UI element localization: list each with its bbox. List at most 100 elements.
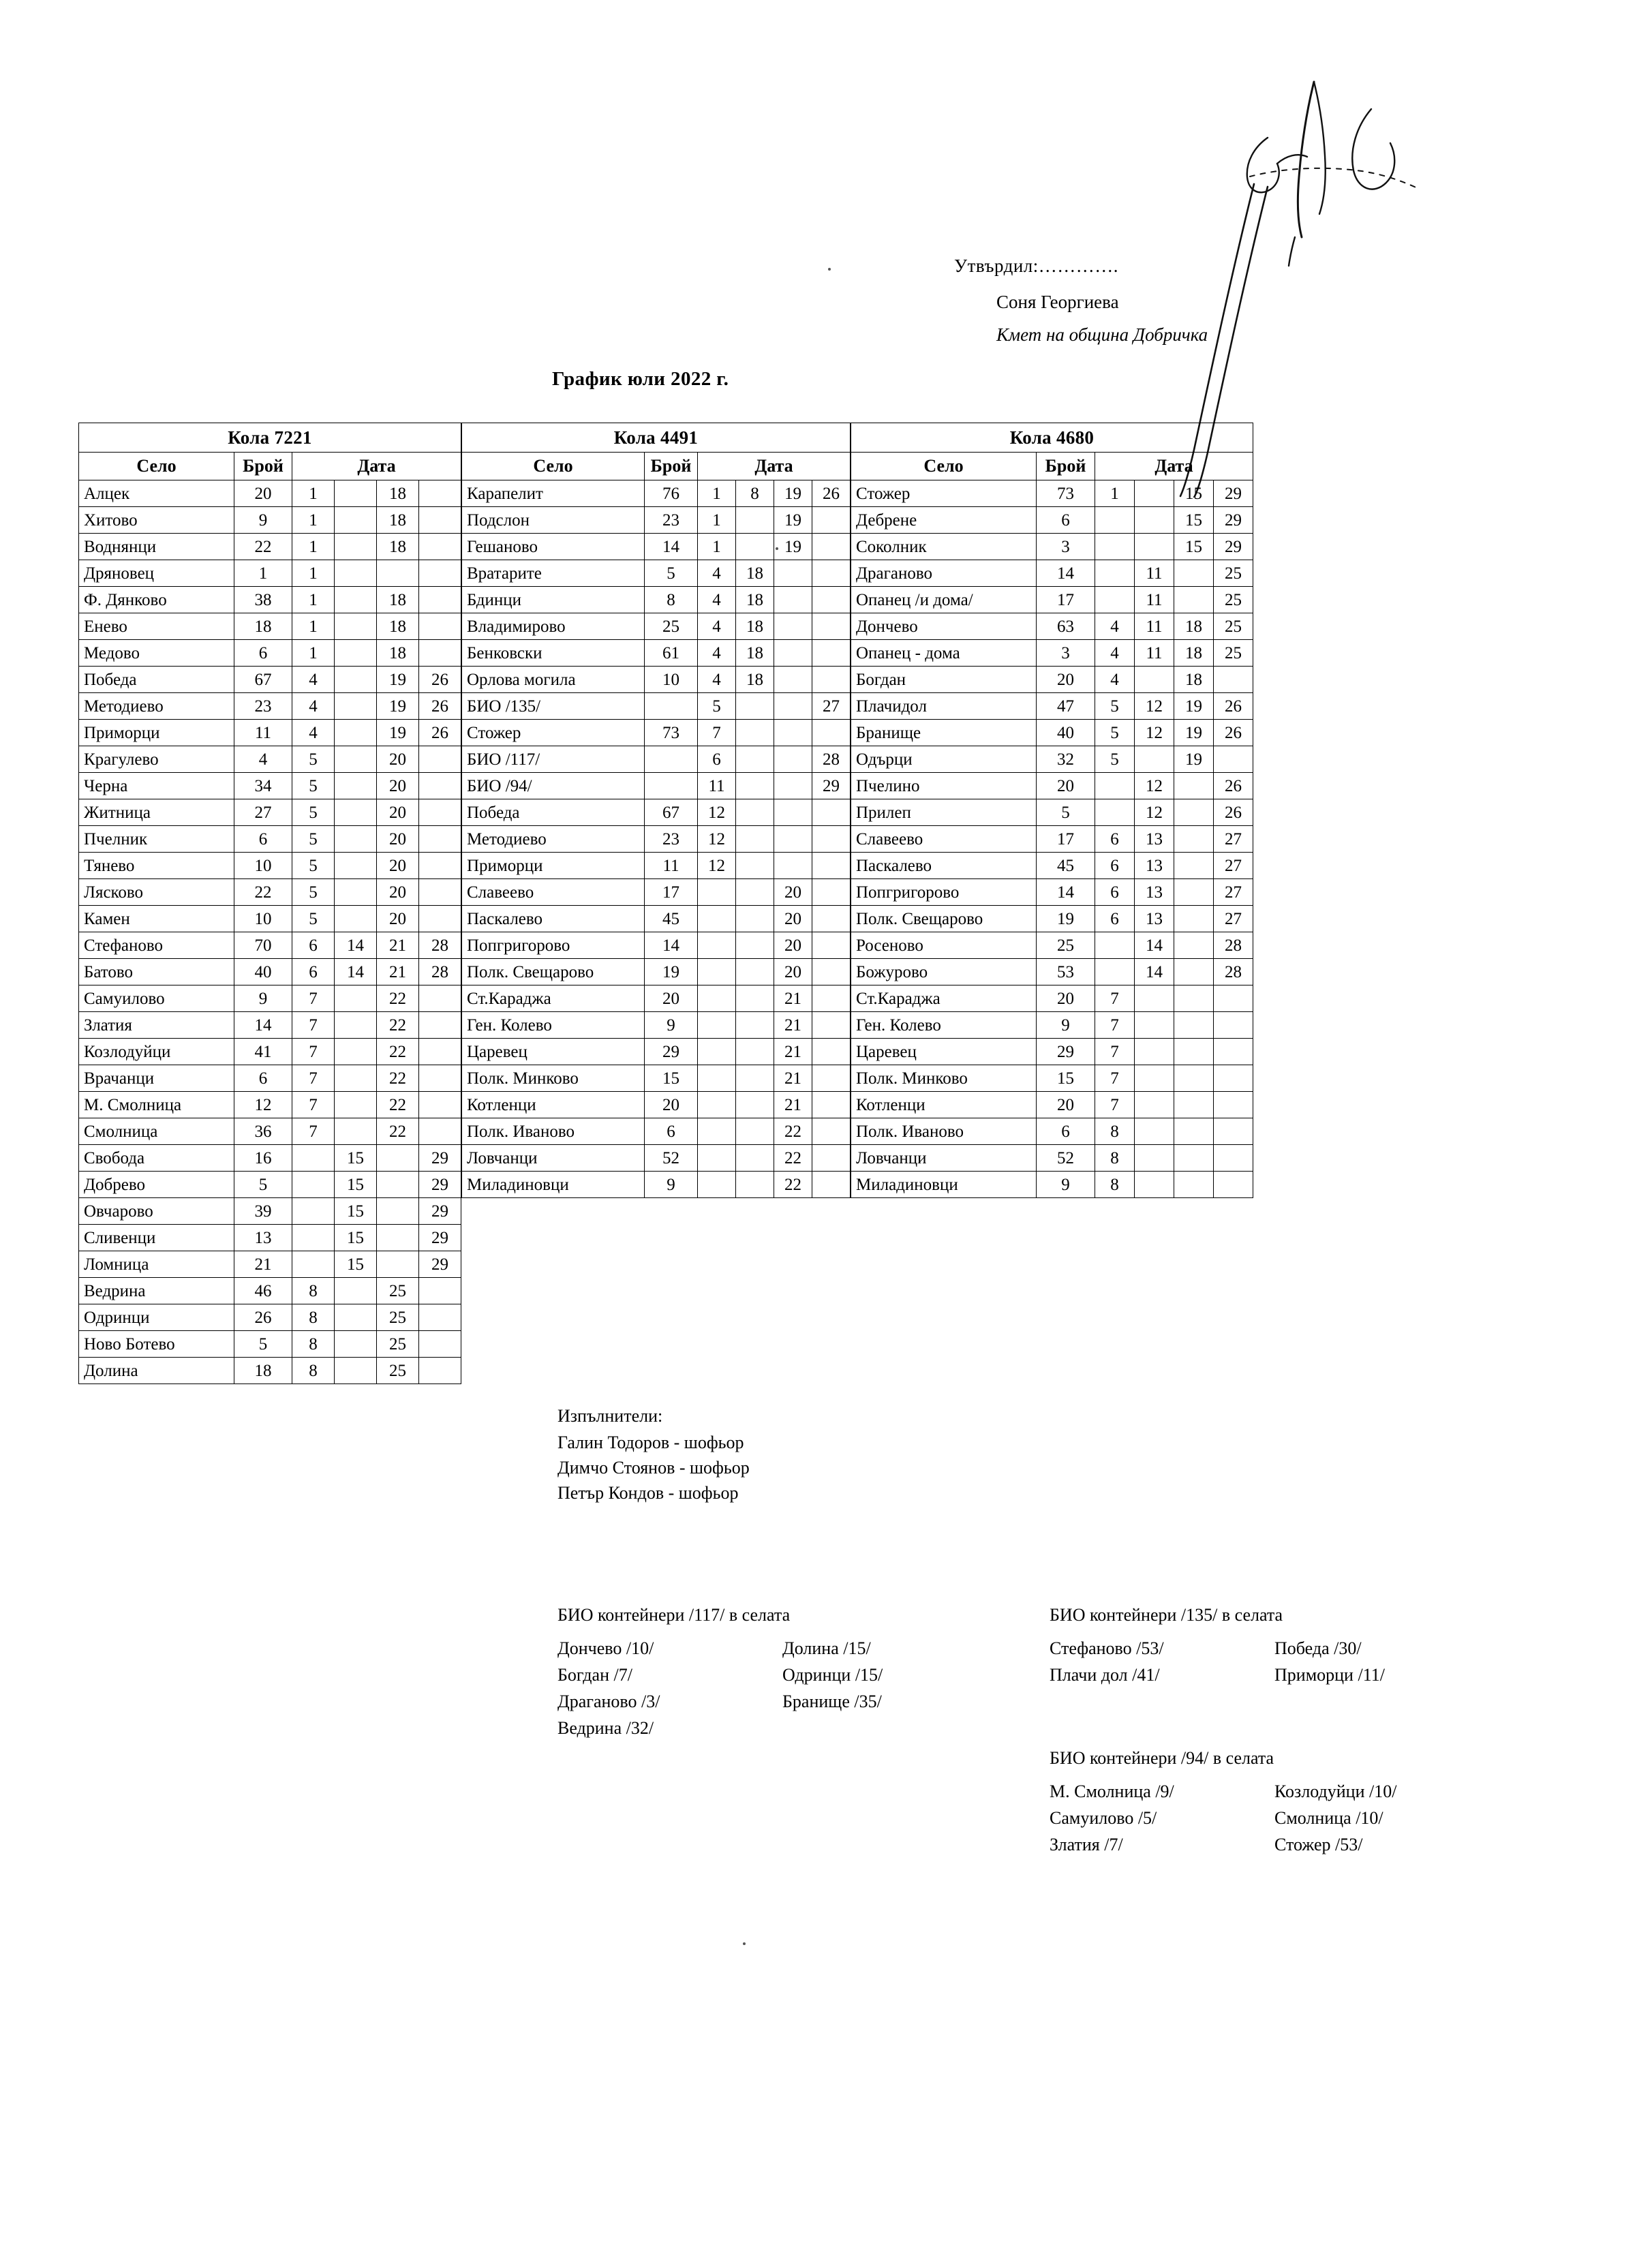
cell-date-1: 12 bbox=[697, 852, 736, 879]
cell-date-4 bbox=[418, 1304, 461, 1331]
cell-date-4 bbox=[812, 1144, 851, 1172]
table-row: Миладиновци 9 8 bbox=[851, 1171, 1253, 1198]
cell-count: 22 bbox=[234, 878, 292, 906]
cell-date-3: 22 bbox=[774, 1171, 812, 1198]
cell-village: Попгригорово bbox=[851, 878, 1037, 906]
cell-date-2 bbox=[735, 692, 774, 720]
cell-date-1: 5 bbox=[1095, 719, 1135, 746]
cell-date-3: 21 bbox=[774, 1065, 812, 1092]
table-row: Дряновец 1 1 bbox=[78, 560, 461, 587]
cell-date-2: 15 bbox=[334, 1197, 377, 1225]
cell-count: 8 bbox=[644, 586, 698, 613]
cell-date-3: 19 bbox=[1174, 692, 1214, 720]
cell-date-1: 7 bbox=[1095, 1038, 1135, 1065]
cell-date-4 bbox=[418, 799, 461, 826]
cell-date-3 bbox=[1174, 1038, 1214, 1065]
col-header-count: Брой bbox=[234, 452, 292, 480]
cell-date-2: 11 bbox=[1134, 586, 1174, 613]
performer-item: Галин Тодоров - шофьор bbox=[557, 1432, 744, 1452]
cell-date-2 bbox=[735, 772, 774, 799]
cell-date-1 bbox=[697, 1011, 736, 1039]
cell-date-3: 22 bbox=[376, 1038, 419, 1065]
table-row: Паскалево 45 20 bbox=[461, 905, 851, 932]
col-header-count: Брой bbox=[644, 452, 698, 480]
cell-date-1 bbox=[697, 985, 736, 1012]
cell-date-4 bbox=[418, 852, 461, 879]
cell-count: 38 bbox=[234, 586, 292, 613]
cell-count: 41 bbox=[234, 1038, 292, 1065]
bio-heading: БИО контейнери /135/ в селата bbox=[1050, 1605, 1283, 1625]
cell-date-1: 7 bbox=[1095, 1011, 1135, 1039]
cell-count: 13 bbox=[234, 1224, 292, 1251]
signature-flourish bbox=[1247, 153, 1424, 208]
table-row: Славеево 17 20 bbox=[461, 878, 851, 906]
cell-count: 15 bbox=[644, 1065, 698, 1092]
cell-count: 63 bbox=[1036, 613, 1095, 640]
cell-village: Царевец bbox=[851, 1038, 1037, 1065]
cell-date-3 bbox=[1174, 1144, 1214, 1172]
cell-date-1: 7 bbox=[1095, 1091, 1135, 1118]
cell-date-4: 27 bbox=[1213, 825, 1253, 853]
table-row: Гешаново 14 1 19 bbox=[461, 533, 851, 560]
cell-date-1 bbox=[292, 1171, 335, 1198]
cell-date-3 bbox=[1174, 560, 1214, 587]
cell-village: Паскалево bbox=[461, 905, 645, 932]
cell-date-1 bbox=[697, 1171, 736, 1198]
table-row: Победа 67 4 19 26 bbox=[78, 666, 461, 693]
cell-date-1: 1 bbox=[292, 560, 335, 587]
cell-date-4 bbox=[812, 666, 851, 693]
cell-date-4 bbox=[418, 1277, 461, 1304]
cell-date-4: 26 bbox=[418, 666, 461, 693]
table-row: Ломница 21 15 29 bbox=[78, 1251, 461, 1278]
cell-count: 3 bbox=[1036, 533, 1095, 560]
bio-list-135: БИО контейнери /135/ в селата Стефаново … bbox=[1050, 1602, 1385, 1688]
cell-date-4: 29 bbox=[1213, 480, 1253, 507]
cell-count: 20 bbox=[1036, 1091, 1095, 1118]
cell-date-2 bbox=[334, 799, 377, 826]
cell-date-2 bbox=[334, 1277, 377, 1304]
cell-date-4: 29 bbox=[418, 1224, 461, 1251]
approval-name: Соня Георгиева bbox=[996, 291, 1119, 312]
table-row: Славеево 17 6 13 27 bbox=[851, 825, 1253, 853]
cell-date-3: 25 bbox=[376, 1330, 419, 1358]
table-row: Самуилово 9 7 22 bbox=[78, 985, 461, 1012]
cell-date-3 bbox=[376, 1251, 419, 1278]
cell-date-1: 8 bbox=[1095, 1171, 1135, 1198]
cell-date-3: 20 bbox=[376, 746, 419, 773]
table-row: Бдинци 8 4 18 bbox=[461, 586, 851, 613]
table-row: Полк. Минково 15 21 bbox=[461, 1065, 851, 1092]
cell-date-4 bbox=[812, 1065, 851, 1092]
cell-date-1: 12 bbox=[697, 799, 736, 826]
cell-date-4: 26 bbox=[1213, 692, 1253, 720]
cell-date-4: 29 bbox=[1213, 533, 1253, 560]
table-row: Добрево 5 15 29 bbox=[78, 1171, 461, 1198]
table-row: Карапелит 76 1 8 19 26 bbox=[461, 480, 851, 507]
cell-date-2 bbox=[334, 586, 377, 613]
cell-village: Полк. Иваново bbox=[851, 1118, 1037, 1145]
cell-count: 17 bbox=[1036, 825, 1095, 853]
cell-date-3 bbox=[376, 1197, 419, 1225]
cell-count: 21 bbox=[234, 1251, 292, 1278]
cell-count: 46 bbox=[234, 1277, 292, 1304]
table-row: Методиево 23 12 bbox=[461, 825, 851, 853]
cell-date-2 bbox=[334, 613, 377, 640]
cell-date-3: 21 bbox=[376, 958, 419, 985]
cell-date-3: 20 bbox=[376, 772, 419, 799]
car-header: Кола 7221 bbox=[78, 423, 461, 453]
cell-date-1: 5 bbox=[292, 905, 335, 932]
cell-date-3: 21 bbox=[774, 985, 812, 1012]
cell-count: 70 bbox=[234, 932, 292, 959]
col-header-date: Дата bbox=[1095, 452, 1253, 480]
bio-heading: БИО контейнери /117/ в селата bbox=[557, 1605, 791, 1625]
cell-date-4 bbox=[1213, 1091, 1253, 1118]
bio-heading: БИО контейнери /94/ в селата bbox=[1050, 1748, 1274, 1768]
cell-date-4 bbox=[418, 586, 461, 613]
cell-date-3: 22 bbox=[376, 1091, 419, 1118]
cell-count: 11 bbox=[644, 852, 698, 879]
cell-village: Миладиновци bbox=[461, 1171, 645, 1198]
bio-village-entry: Ведрина /32/ bbox=[557, 1718, 654, 1738]
cell-date-4: 27 bbox=[812, 692, 851, 720]
cell-date-2 bbox=[735, 1144, 774, 1172]
cell-date-4 bbox=[418, 1011, 461, 1039]
bio-village-entry: Победа /30/ bbox=[1274, 1638, 1362, 1658]
